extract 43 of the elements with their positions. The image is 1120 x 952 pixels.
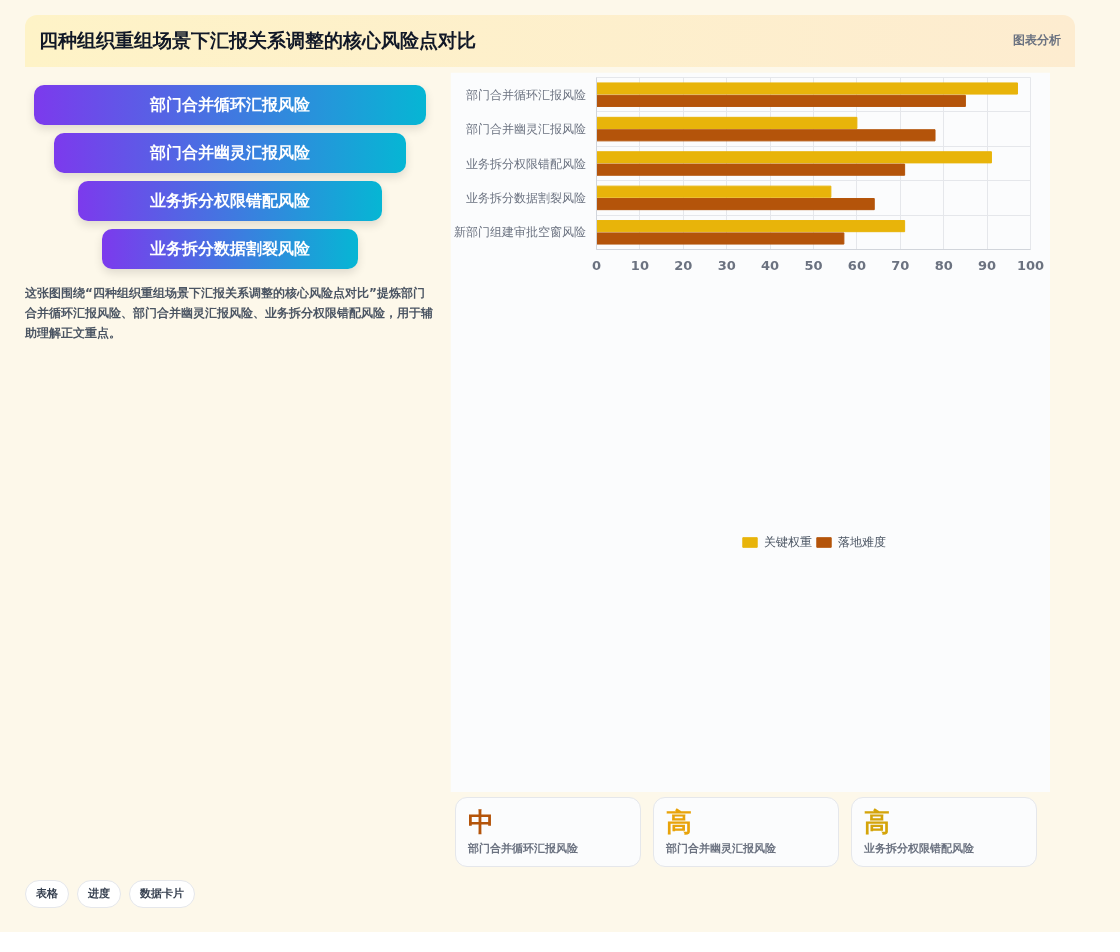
y-tick-label: 业务拆分数据割裂风险 xyxy=(465,190,586,205)
text: 部门合并幽灵汇报风险 xyxy=(54,133,406,173)
text: 表格 xyxy=(25,880,69,908)
bar xyxy=(596,94,966,107)
x-tick-label: 0 xyxy=(591,257,602,273)
text: 中 xyxy=(468,806,495,839)
text: 业务拆分权限错配风险 xyxy=(864,841,975,857)
y-tick-label: 业务拆分权限错配风险 xyxy=(465,156,586,171)
bar xyxy=(596,220,906,233)
x-tick-label: 70 xyxy=(891,257,910,273)
text: 进度 xyxy=(77,880,121,908)
x-tick-label: 20 xyxy=(674,257,693,273)
bar xyxy=(596,129,936,142)
x-tick-label: 40 xyxy=(761,257,780,273)
text: 四种组织重组场景下汇报关系调整的核心风险点对比 xyxy=(39,28,476,54)
y-tick-label: 部门合并幽灵汇报风险 xyxy=(465,122,586,137)
x-tick-label: 50 xyxy=(804,257,823,273)
text: 这张图围绕“四种组织重组场景下汇报关系调整的核心风险点对比”提炼部门合并循环汇报风险、部门合并幽灵汇报风险、业务拆分权限错配风险，用于辅助理解正文重点。 xyxy=(25,285,434,342)
text: 业务拆分权限错配风险 xyxy=(78,181,382,221)
bar xyxy=(596,116,858,129)
x-tick-label: 10 xyxy=(630,257,649,273)
text: 图表分析 xyxy=(1013,32,1061,50)
x-tick-label: 100 xyxy=(1016,257,1045,273)
text: 高 xyxy=(864,806,891,839)
bar xyxy=(596,82,1018,95)
bar xyxy=(596,163,906,176)
y-tick-label: 新部门组建审批空窗风险 xyxy=(453,225,586,240)
text: 数据卡片 xyxy=(129,880,195,908)
x-tick-label: 30 xyxy=(717,257,736,273)
x-tick-label: 80 xyxy=(934,257,953,273)
legend-label: 关键权重 xyxy=(763,533,812,551)
bar xyxy=(596,151,992,164)
bar xyxy=(596,185,832,198)
bar xyxy=(596,232,845,245)
y-tick-label: 部门合并循环汇报风险 xyxy=(465,87,586,102)
text: 部门合并幽灵汇报风险 xyxy=(666,841,777,857)
x-tick-label: 90 xyxy=(978,257,997,273)
bar xyxy=(596,198,875,211)
legend-label: 落地难度 xyxy=(837,533,886,551)
text: 部门合并循环汇报风险 xyxy=(34,85,426,125)
x-tick-label: 60 xyxy=(847,257,866,273)
text: 高 xyxy=(666,806,693,839)
text: 业务拆分数据割裂风险 xyxy=(102,229,358,269)
